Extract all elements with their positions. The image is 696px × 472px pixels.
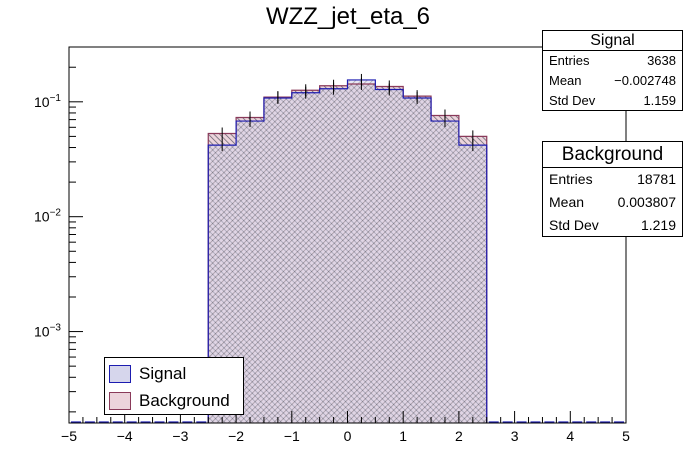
y-tick-label: 10−1 — [34, 93, 61, 110]
stats-title: Signal — [543, 31, 682, 51]
x-tick-label: −1 — [284, 428, 300, 444]
stats-label: Std Dev — [549, 93, 596, 108]
stats-value: 1.219 — [640, 217, 676, 233]
bar-signal — [347, 79, 376, 424]
stats-label: Std Dev — [549, 217, 599, 233]
legend-swatch-background — [109, 392, 131, 410]
legend-swatch-signal — [109, 365, 131, 383]
legend: Signal Background — [104, 357, 244, 415]
chart-title: WZZ_jet_eta_6 — [266, 3, 430, 30]
legend-entry-signal: Signal — [109, 362, 186, 386]
bar-signal — [431, 121, 459, 423]
stats-row: Std Dev 1.219 — [543, 214, 682, 237]
x-tick-label: 3 — [511, 428, 519, 444]
y-tick-label: 10−2 — [34, 208, 61, 225]
stats-row: Mean −0.002748 — [543, 71, 682, 91]
bar-signal — [291, 92, 320, 423]
bar-signal — [458, 145, 487, 423]
legend-label-signal: Signal — [139, 364, 187, 383]
stats-value: 3638 — [647, 53, 676, 68]
legend-label-background: Background — [139, 391, 230, 410]
stats-label: Entries — [549, 53, 590, 68]
x-tick-label: 2 — [455, 428, 463, 444]
stats-row: Mean 0.003807 — [543, 191, 682, 214]
stats-label: Mean — [549, 194, 585, 210]
stats-value: 0.003807 — [617, 194, 676, 210]
stats-label: Mean — [549, 73, 582, 88]
y-tick-label: 10−3 — [34, 323, 61, 340]
bar-signal — [319, 88, 348, 423]
x-tick-label: −4 — [117, 428, 133, 444]
stats-value: 18781 — [637, 171, 676, 187]
stats-row: Std Dev 1.159 — [543, 91, 682, 111]
bar-signal — [403, 97, 432, 423]
bar-signal — [263, 97, 292, 423]
stats-value: 1.159 — [643, 93, 676, 108]
x-tick-label: 5 — [622, 428, 630, 444]
histogram-bars — [70, 73, 625, 424]
x-tick-label: −3 — [172, 428, 188, 444]
stats-title: Background — [543, 142, 682, 168]
x-tick-label: 0 — [344, 428, 352, 444]
stats-label: Entries — [549, 171, 593, 187]
stats-value: −0.002748 — [614, 73, 676, 88]
x-tick-label: −2 — [228, 428, 244, 444]
x-tick-label: −5 — [61, 428, 77, 444]
stats-box-signal: Signal Entries 3638 Mean −0.002748 Std D… — [542, 30, 683, 111]
x-tick-label: 1 — [399, 428, 407, 444]
legend-entry-background: Background — [109, 389, 230, 413]
bar-signal — [375, 89, 404, 423]
stats-box-background: Background Entries 18781 Mean 0.003807 S… — [542, 141, 683, 237]
stats-row: Entries 3638 — [543, 51, 682, 71]
stats-row: Entries 18781 — [543, 168, 682, 191]
x-tick-label: 4 — [566, 428, 574, 444]
